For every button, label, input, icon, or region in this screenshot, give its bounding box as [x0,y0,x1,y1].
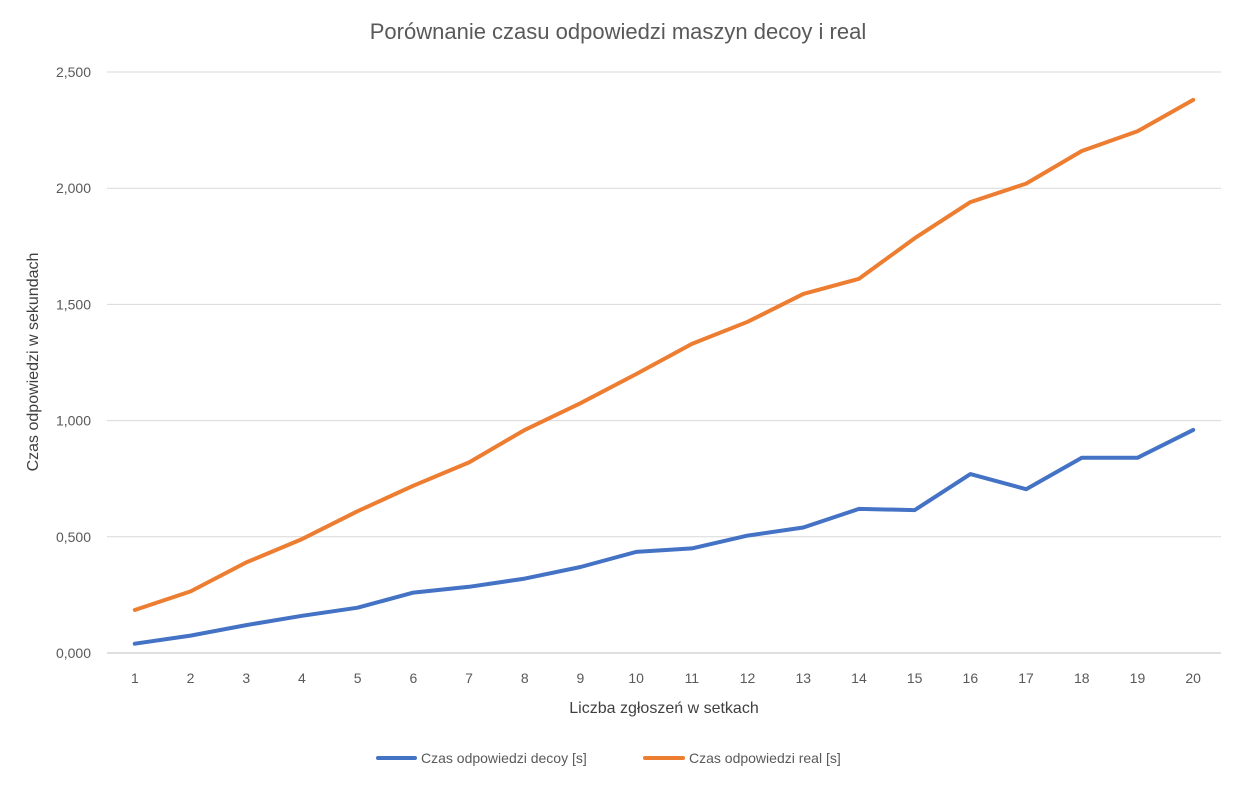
x-tick-label: 16 [963,670,979,686]
x-axis-label: Liczba zgłoszeń w setkach [569,700,758,717]
legend-label: Czas odpowiedzi real [s] [689,750,841,766]
gridlines [107,71,1221,654]
x-tick-label: 4 [298,670,306,686]
x-tick-label: 15 [907,670,923,686]
y-tick-label: 0,000 [56,645,91,661]
y-axis-label: Czas odpowiedzi w sekundach [25,253,42,472]
y-tick-labels: 0,000 0,500 1,000 1,500 2,000 2,500 [56,64,91,661]
x-tick-labels: 1 2 3 4 5 6 7 8 9 10 11 12 13 14 15 16 17 18 19 20 [131,670,1201,686]
legend: Czas odpowiedzi decoy [s] Czas odpowiedzi… [376,750,841,766]
y-tick-label: 2,500 [56,64,91,80]
x-tick-label: 1 [131,670,139,686]
y-tick-label: 2,000 [56,180,91,196]
y-tick-label: 1,500 [56,296,91,312]
x-tick-label: 3 [242,670,250,686]
x-tick-label: 19 [1130,670,1146,686]
x-tick-label: 9 [577,670,585,686]
y-tick-label: 1,000 [56,413,91,429]
x-tick-label: 8 [521,670,529,686]
x-tick-label: 12 [740,670,756,686]
x-tick-label: 13 [795,670,811,686]
chart-title: Porównanie czasu odpowiedzi maszyn decoy… [370,19,866,44]
x-tick-label: 7 [465,670,473,686]
y-tick-label: 0,500 [56,529,91,545]
x-tick-label: 11 [685,670,700,686]
x-tick-label: 20 [1185,670,1201,686]
legend-label: Czas odpowiedzi decoy [s] [421,750,587,766]
series-line-decoy [132,427,1196,646]
x-tick-label: 2 [187,670,195,686]
x-tick-label: 5 [354,670,362,686]
x-tick-label: 6 [409,670,417,686]
x-tick-label: 10 [628,670,644,686]
x-tick-label: 18 [1074,670,1090,686]
series-lines [132,97,1196,646]
x-tick-label: 14 [851,670,867,686]
x-tick-label: 17 [1018,670,1034,686]
series-line-real [132,97,1196,612]
